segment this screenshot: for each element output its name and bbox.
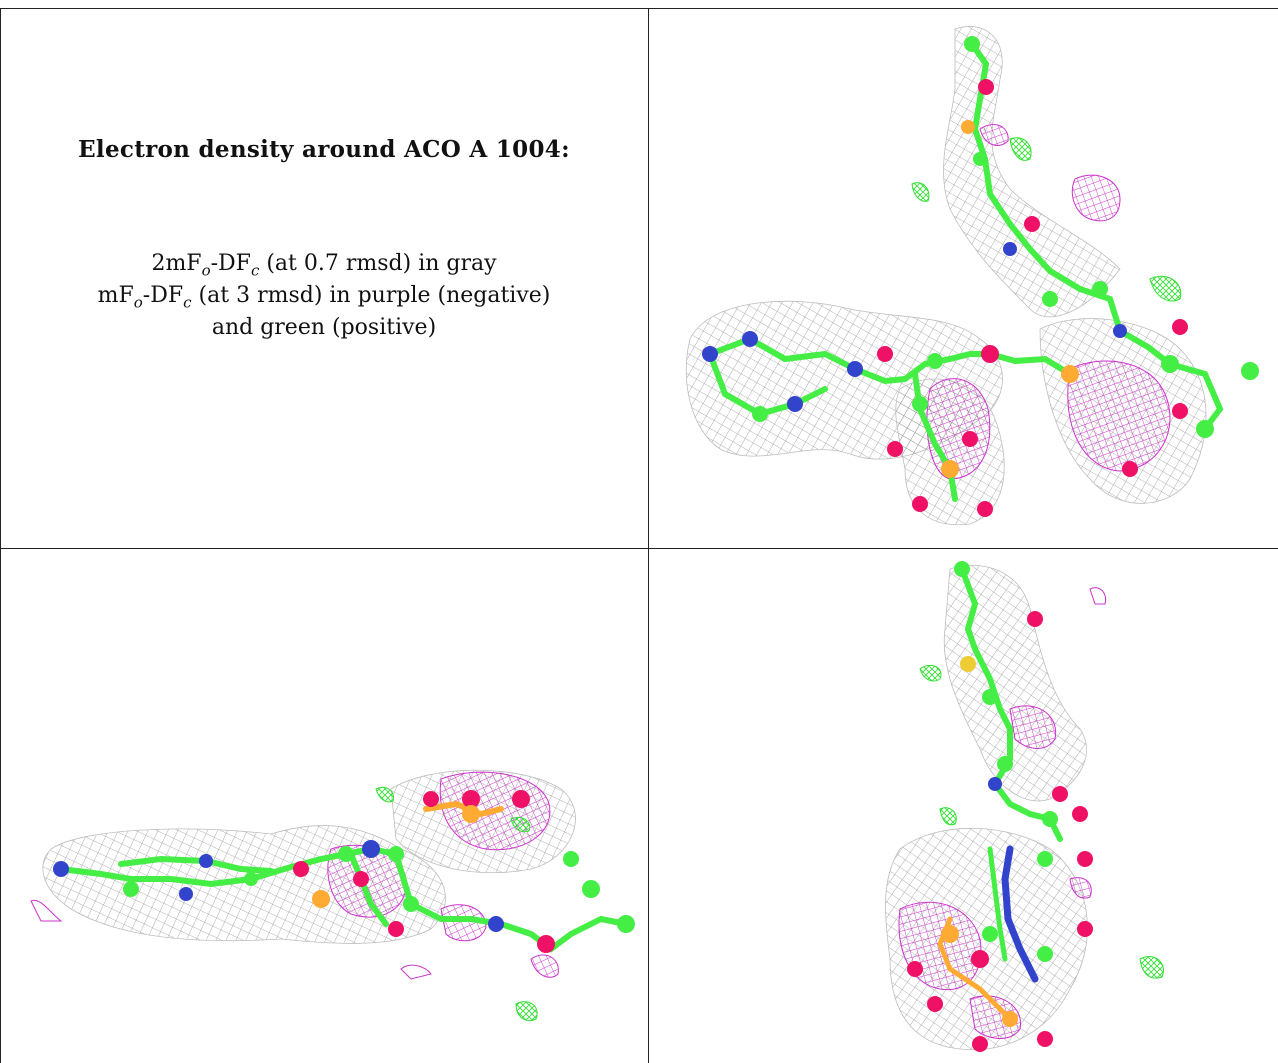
density-mesh-positive: [1009, 137, 1032, 161]
atoms: [702, 36, 1259, 517]
figure-legend: 2mFo-DFc (at 0.7 rmsd) in gray mFo-DFc (…: [0, 248, 648, 344]
table-border-top: [0, 8, 1278, 9]
legend-line-fofc: mFo-DFc (at 3 rmsd) in purple (negative): [97, 283, 551, 312]
density-mesh-gray: [943, 26, 1121, 318]
atoms: [53, 790, 635, 953]
density-view-side: [1, 549, 647, 1063]
density-mesh-positive: [919, 664, 942, 682]
density-mesh-positive: [515, 1001, 538, 1022]
caption-cell: Electron density around ACO A 1004: 2mFo…: [0, 8, 648, 548]
density-view-front: [650, 9, 1278, 547]
atoms: [907, 561, 1093, 1052]
table-border-left: [0, 8, 1, 1063]
legend-line-2fofc: 2mFo-DFc (at 0.7 rmsd) in gray: [151, 251, 497, 280]
density-mesh-negative: [1067, 360, 1171, 472]
table-border-center: [648, 8, 649, 1063]
figure-title: Electron density around ACO A 1004:: [78, 136, 570, 163]
figure-table: Electron density around ACO A 1004: 2mFo…: [0, 8, 1278, 1063]
table-border-middle: [0, 548, 1278, 549]
density-mesh-gray: [943, 565, 1087, 802]
density-view-top: [650, 549, 1278, 1063]
legend-line-positive: and green (positive): [211, 315, 437, 340]
